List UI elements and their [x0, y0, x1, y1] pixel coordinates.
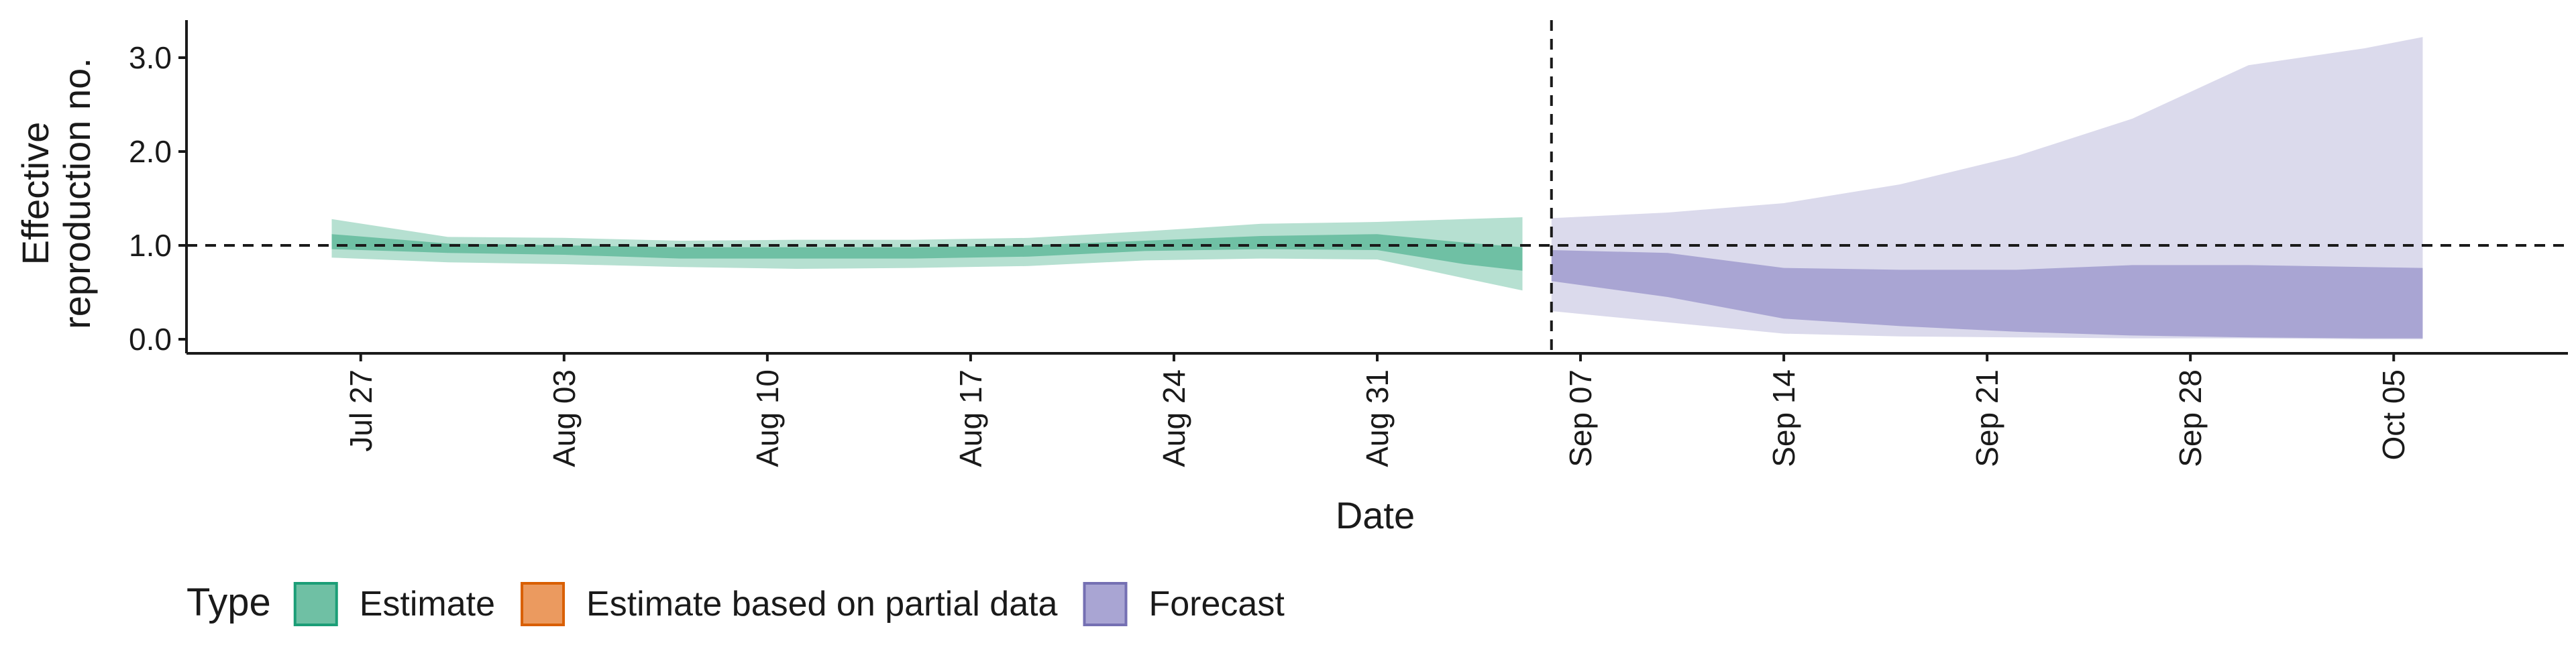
x-tick-label: Aug 03 — [547, 369, 582, 467]
x-tick-label: Jul 27 — [343, 369, 378, 452]
forecast-inner-band — [1551, 250, 2423, 339]
x-axis-title: Date — [1336, 494, 1415, 536]
legend-label-estimate-based-on-partial-data: Estimate based on partial data — [586, 585, 1058, 624]
y-tick-label: 0.0 — [129, 322, 172, 357]
legend-label-forecast: Forecast — [1148, 585, 1285, 624]
x-tick-label: Sep 07 — [1563, 369, 1598, 467]
legend-swatch-estimate-based-on-partial-data — [521, 582, 566, 626]
legend-label-estimate: Estimate — [360, 585, 495, 624]
bands-layer — [331, 37, 2423, 339]
x-tick-label: Aug 24 — [1157, 369, 1191, 467]
y-tick-label: 3.0 — [129, 40, 172, 75]
y-axis-title-line: reproduction no. — [56, 58, 98, 329]
y-tick-label: 2.0 — [129, 134, 172, 169]
x-tick-label: Aug 17 — [953, 369, 988, 467]
x-tick-label: Aug 31 — [1360, 369, 1395, 467]
legend-swatch-forecast — [1083, 582, 1128, 626]
x-tick-label: Oct 05 — [2376, 369, 2411, 461]
legend: Type Estimate Estimate based on partial da… — [186, 581, 1285, 626]
y-tick-label: 1.0 — [129, 228, 172, 263]
axes-layer: 0.0 1.0 2.0 3.0 Jul 27 Aug 03 Aug 10 Aug 17 Aug … — [129, 20, 2568, 467]
x-tick-label: Sep 28 — [2173, 369, 2208, 467]
forecast-outer-band — [1551, 37, 2423, 339]
y-axis-title: Effective reproduction no. — [14, 58, 98, 329]
x-tick-label: Sep 14 — [1766, 369, 1801, 467]
estimate-inner-band — [331, 234, 1523, 271]
y-axis-title-line: Effective — [14, 122, 56, 266]
legend-swatch-estimate — [293, 582, 338, 626]
reference-lines-layer — [186, 20, 2568, 353]
x-tick-label: Aug 10 — [750, 369, 785, 467]
legend-title: Type — [186, 581, 271, 624]
x-tick-label: Sep 21 — [1970, 369, 2004, 467]
